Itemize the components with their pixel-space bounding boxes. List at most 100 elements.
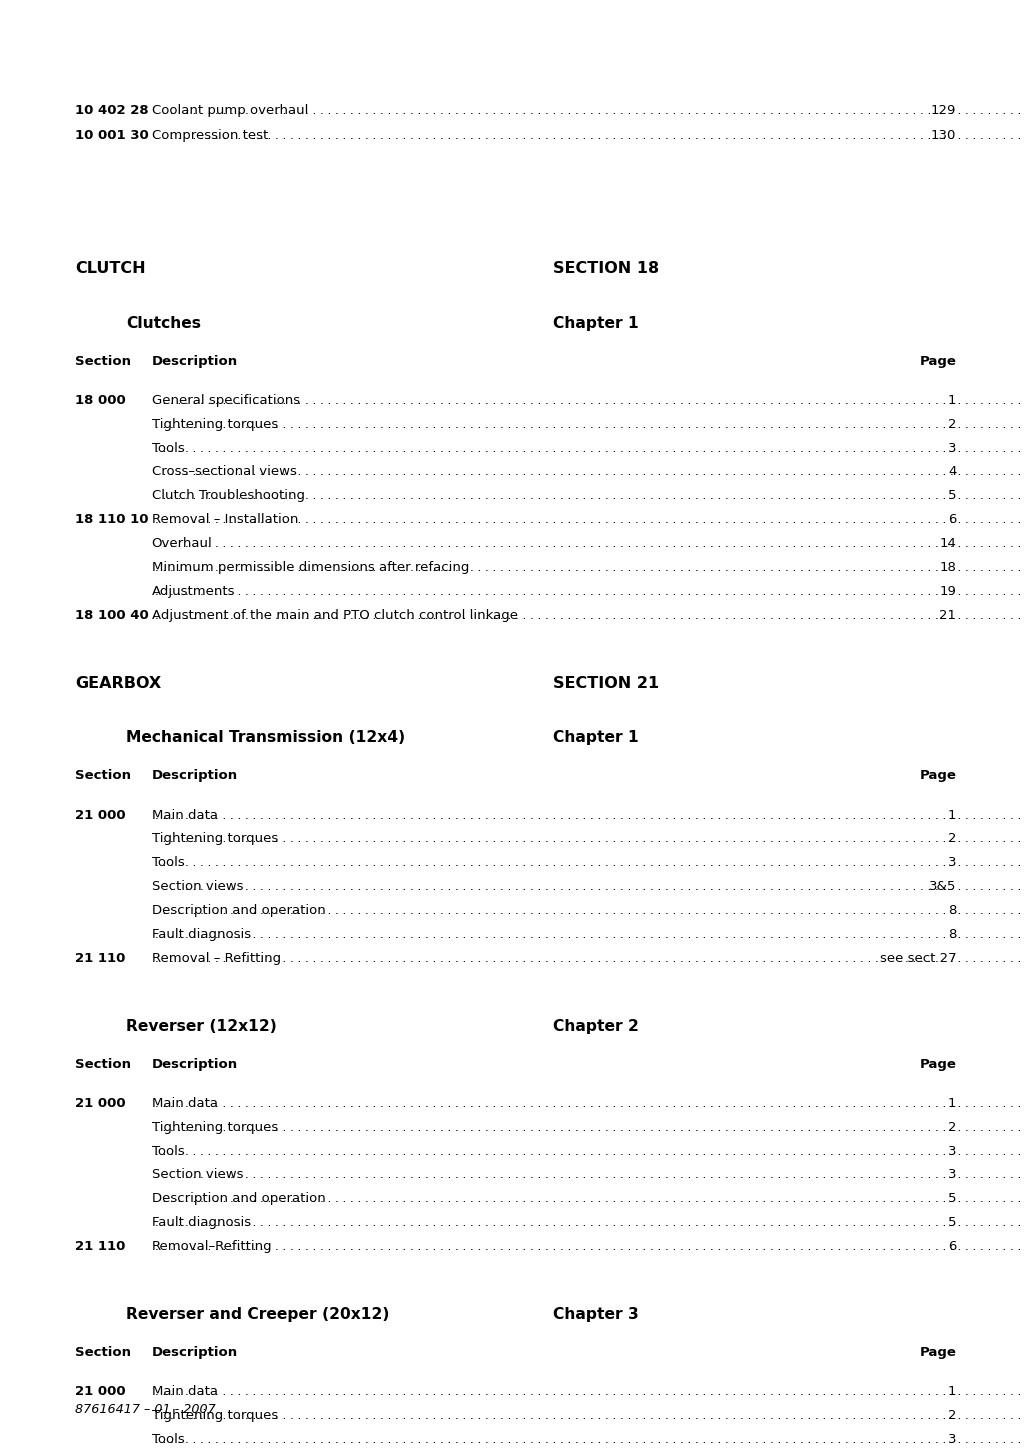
Text: Overhaul: Overhaul xyxy=(152,538,212,551)
Text: Section: Section xyxy=(75,769,131,782)
Text: . . . . . . . . . . . . . . . . . . . . . . . . . . . . . . . . . . . . . . . . : . . . . . . . . . . . . . . . . . . . . … xyxy=(156,513,1024,526)
Text: . . . . . . . . . . . . . . . . . . . . . . . . . . . . . . . . . . . . . . . . : . . . . . . . . . . . . . . . . . . . . … xyxy=(156,880,1024,893)
Text: Minimum permissible dimensions after refacing: Minimum permissible dimensions after ref… xyxy=(152,561,469,574)
Text: . . . . . . . . . . . . . . . . . . . . . . . . . . . . . . . . . . . . . . . . : . . . . . . . . . . . . . . . . . . . . … xyxy=(156,465,1024,478)
Text: General specifications: General specifications xyxy=(152,394,300,407)
Text: 5: 5 xyxy=(948,1193,956,1206)
Text: Clutches: Clutches xyxy=(126,316,201,330)
Text: 1: 1 xyxy=(948,1097,956,1110)
Text: Description: Description xyxy=(152,1346,238,1359)
Text: Tightening torques: Tightening torques xyxy=(152,1120,278,1133)
Text: SECTION 21: SECTION 21 xyxy=(553,675,659,691)
Text: Tightening torques: Tightening torques xyxy=(152,832,278,845)
Text: Description and operation: Description and operation xyxy=(152,904,326,917)
Text: 6: 6 xyxy=(948,1240,956,1253)
Text: . . . . . . . . . . . . . . . . . . . . . . . . . . . . . . . . . . . . . . . . : . . . . . . . . . . . . . . . . . . . . … xyxy=(156,1433,1024,1446)
Text: . . . . . . . . . . . . . . . . . . . . . . . . . . . . . . . . . . . . . . . . : . . . . . . . . . . . . . . . . . . . . … xyxy=(156,129,1024,142)
Text: 14: 14 xyxy=(940,538,956,551)
Text: 3: 3 xyxy=(948,442,956,455)
Text: Section: Section xyxy=(75,1346,131,1359)
Text: 3&5: 3&5 xyxy=(929,880,956,893)
Text: Cross–sectional views: Cross–sectional views xyxy=(152,465,296,478)
Text: Page: Page xyxy=(920,769,956,782)
Text: . . . . . . . . . . . . . . . . . . . . . . . . . . . . . . . . . . . . . . . . : . . . . . . . . . . . . . . . . . . . . … xyxy=(156,1240,1024,1253)
Text: 19: 19 xyxy=(940,585,956,598)
Text: . . . . . . . . . . . . . . . . . . . . . . . . . . . . . . . . . . . . . . . . : . . . . . . . . . . . . . . . . . . . . … xyxy=(156,490,1024,503)
Text: . . . . . . . . . . . . . . . . . . . . . . . . . . . . . . . . . . . . . . . . : . . . . . . . . . . . . . . . . . . . . … xyxy=(156,809,1024,822)
Text: Fault diagnosis: Fault diagnosis xyxy=(152,1216,251,1229)
Text: 10 402 28: 10 402 28 xyxy=(75,104,148,117)
Text: Tightening torques: Tightening torques xyxy=(152,1408,278,1421)
Text: 6: 6 xyxy=(948,513,956,526)
Text: Description: Description xyxy=(152,769,238,782)
Text: Chapter 1: Chapter 1 xyxy=(553,730,639,745)
Text: Mechanical Transmission (12x4): Mechanical Transmission (12x4) xyxy=(126,730,406,745)
Text: Section: Section xyxy=(75,355,131,368)
Text: Page: Page xyxy=(920,355,956,368)
Text: Tightening torques: Tightening torques xyxy=(152,417,278,430)
Text: Compression test: Compression test xyxy=(152,129,268,142)
Text: Section views: Section views xyxy=(152,1168,243,1181)
Text: . . . . . . . . . . . . . . . . . . . . . . . . . . . . . . . . . . . . . . . . : . . . . . . . . . . . . . . . . . . . . … xyxy=(156,561,1024,574)
Text: CLUTCH: CLUTCH xyxy=(75,261,145,275)
Text: Tools: Tools xyxy=(152,442,184,455)
Text: 2: 2 xyxy=(948,417,956,430)
Text: . . . . . . . . . . . . . . . . . . . . . . . . . . . . . . . . . . . . . . . . : . . . . . . . . . . . . . . . . . . . . … xyxy=(156,1193,1024,1206)
Text: 18 000: 18 000 xyxy=(75,394,126,407)
Text: 21 000: 21 000 xyxy=(75,1385,125,1398)
Text: Main data: Main data xyxy=(152,809,217,822)
Text: Page: Page xyxy=(920,1058,956,1071)
Text: . . . . . . . . . . . . . . . . . . . . . . . . . . . . . . . . . . . . . . . . : . . . . . . . . . . . . . . . . . . . . … xyxy=(156,952,1024,965)
Text: Chapter 2: Chapter 2 xyxy=(553,1019,639,1033)
Text: Coolant pump overhaul: Coolant pump overhaul xyxy=(152,104,308,117)
Text: Clutch Troubleshooting: Clutch Troubleshooting xyxy=(152,490,304,503)
Text: 3: 3 xyxy=(948,1433,956,1446)
Text: 21 110: 21 110 xyxy=(75,952,125,965)
Text: 8: 8 xyxy=(948,927,956,940)
Text: 21: 21 xyxy=(939,609,956,622)
Text: Removal – Installation: Removal – Installation xyxy=(152,513,298,526)
Text: . . . . . . . . . . . . . . . . . . . . . . . . . . . . . . . . . . . . . . . . : . . . . . . . . . . . . . . . . . . . . … xyxy=(156,1385,1024,1398)
Text: . . . . . . . . . . . . . . . . . . . . . . . . . . . . . . . . . . . . . . . . : . . . . . . . . . . . . . . . . . . . . … xyxy=(156,1168,1024,1181)
Text: . . . . . . . . . . . . . . . . . . . . . . . . . . . . . . . . . . . . . . . . : . . . . . . . . . . . . . . . . . . . . … xyxy=(156,832,1024,845)
Text: Tools: Tools xyxy=(152,856,184,869)
Text: Reverser and Creeper (20x12): Reverser and Creeper (20x12) xyxy=(126,1307,389,1321)
Text: . . . . . . . . . . . . . . . . . . . . . . . . . . . . . . . . . . . . . . . . : . . . . . . . . . . . . . . . . . . . . … xyxy=(156,856,1024,869)
Text: GEARBOX: GEARBOX xyxy=(75,675,161,691)
Text: . . . . . . . . . . . . . . . . . . . . . . . . . . . . . . . . . . . . . . . . : . . . . . . . . . . . . . . . . . . . . … xyxy=(156,1120,1024,1133)
Text: Chapter 3: Chapter 3 xyxy=(553,1307,639,1321)
Text: Description: Description xyxy=(152,1058,238,1071)
Text: Page: Page xyxy=(920,1346,956,1359)
Text: Reverser (12x12): Reverser (12x12) xyxy=(126,1019,276,1033)
Text: . . . . . . . . . . . . . . . . . . . . . . . . . . . . . . . . . . . . . . . . : . . . . . . . . . . . . . . . . . . . . … xyxy=(156,442,1024,455)
Text: 21 000: 21 000 xyxy=(75,809,125,822)
Text: . . . . . . . . . . . . . . . . . . . . . . . . . . . . . . . . . . . . . . . . : . . . . . . . . . . . . . . . . . . . . … xyxy=(156,1216,1024,1229)
Text: Section: Section xyxy=(75,1058,131,1071)
Text: Main data: Main data xyxy=(152,1097,217,1110)
Text: . . . . . . . . . . . . . . . . . . . . . . . . . . . . . . . . . . . . . . . . : . . . . . . . . . . . . . . . . . . . . … xyxy=(156,585,1024,598)
Text: 18: 18 xyxy=(940,561,956,574)
Text: Main data: Main data xyxy=(152,1385,217,1398)
Text: 130: 130 xyxy=(931,129,956,142)
Text: 18 100 40: 18 100 40 xyxy=(75,609,148,622)
Text: 5: 5 xyxy=(948,490,956,503)
Text: 4: 4 xyxy=(948,465,956,478)
Text: 10 001 30: 10 001 30 xyxy=(75,129,148,142)
Text: . . . . . . . . . . . . . . . . . . . . . . . . . . . . . . . . . . . . . . . . : . . . . . . . . . . . . . . . . . . . . … xyxy=(156,609,1024,622)
Text: Section views: Section views xyxy=(152,880,243,893)
Text: see sect 27: see sect 27 xyxy=(880,952,956,965)
Text: 1: 1 xyxy=(948,394,956,407)
Text: Tools: Tools xyxy=(152,1433,184,1446)
Text: Description and operation: Description and operation xyxy=(152,1193,326,1206)
Text: . . . . . . . . . . . . . . . . . . . . . . . . . . . . . . . . . . . . . . . . : . . . . . . . . . . . . . . . . . . . . … xyxy=(156,394,1024,407)
Text: Adjustments: Adjustments xyxy=(152,585,236,598)
Text: . . . . . . . . . . . . . . . . . . . . . . . . . . . . . . . . . . . . . . . . : . . . . . . . . . . . . . . . . . . . . … xyxy=(156,1408,1024,1421)
Text: Adjustment of the main and PTO clutch control linkage: Adjustment of the main and PTO clutch co… xyxy=(152,609,517,622)
Text: . . . . . . . . . . . . . . . . . . . . . . . . . . . . . . . . . . . . . . . . : . . . . . . . . . . . . . . . . . . . . … xyxy=(156,927,1024,940)
Text: Fault diagnosis: Fault diagnosis xyxy=(152,927,251,940)
Text: 1: 1 xyxy=(948,1385,956,1398)
Text: 3: 3 xyxy=(948,1168,956,1181)
Text: . . . . . . . . . . . . . . . . . . . . . . . . . . . . . . . . . . . . . . . . : . . . . . . . . . . . . . . . . . . . . … xyxy=(156,904,1024,917)
Text: 2: 2 xyxy=(948,1408,956,1421)
Text: 129: 129 xyxy=(931,104,956,117)
